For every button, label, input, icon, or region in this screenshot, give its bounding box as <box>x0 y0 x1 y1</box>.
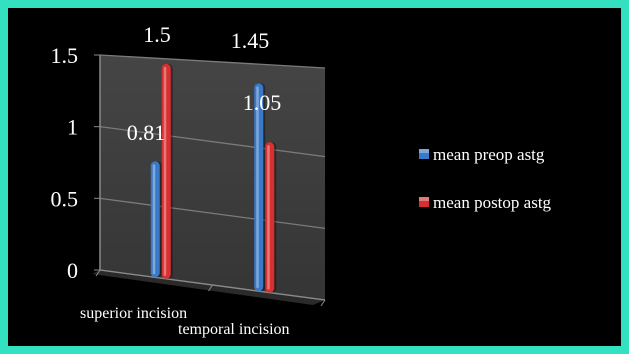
bar <box>161 63 171 279</box>
plot-wall <box>100 55 325 300</box>
legend-swatch-highlight <box>419 197 429 201</box>
x-tick <box>95 269 101 277</box>
bar-highlight <box>163 66 167 276</box>
bar-highlight <box>152 164 156 275</box>
plot-floor <box>92 270 325 305</box>
data-label: 1.05 <box>243 90 282 115</box>
legend-label: mean postop astg <box>433 193 552 212</box>
data-label: 0.81 <box>127 120 166 145</box>
y-tick-label: 0.5 <box>51 186 79 211</box>
y-tick-label: 0 <box>67 258 78 283</box>
x-tick <box>208 284 213 292</box>
gridline <box>99 54 326 69</box>
data-label: 1.45 <box>231 28 270 53</box>
bar <box>265 142 275 293</box>
y-tick-label: 1.5 <box>51 43 79 68</box>
y-tick-label: 1 <box>67 115 78 140</box>
bar-highlight <box>267 145 270 290</box>
legend-swatch <box>419 197 429 207</box>
bar <box>150 161 160 278</box>
bar-highlight <box>256 86 259 289</box>
bar <box>254 83 264 292</box>
legend: mean preop astg mean postop astg <box>419 145 552 212</box>
x-category-label: temporal incision <box>178 321 290 338</box>
legend-label: mean preop astg <box>433 145 545 164</box>
x-tick <box>320 299 326 307</box>
legend-swatch-highlight <box>419 149 429 153</box>
legend-swatch <box>419 149 429 159</box>
gridline <box>99 197 326 229</box>
plot-area: 0 0.5 1 1.5 0.81 1.5 1.45 1.05 superior incision… <box>51 22 326 338</box>
data-label: 1.5 <box>143 22 171 47</box>
x-category-label: superior incision <box>80 305 187 322</box>
gridline <box>99 126 326 158</box>
